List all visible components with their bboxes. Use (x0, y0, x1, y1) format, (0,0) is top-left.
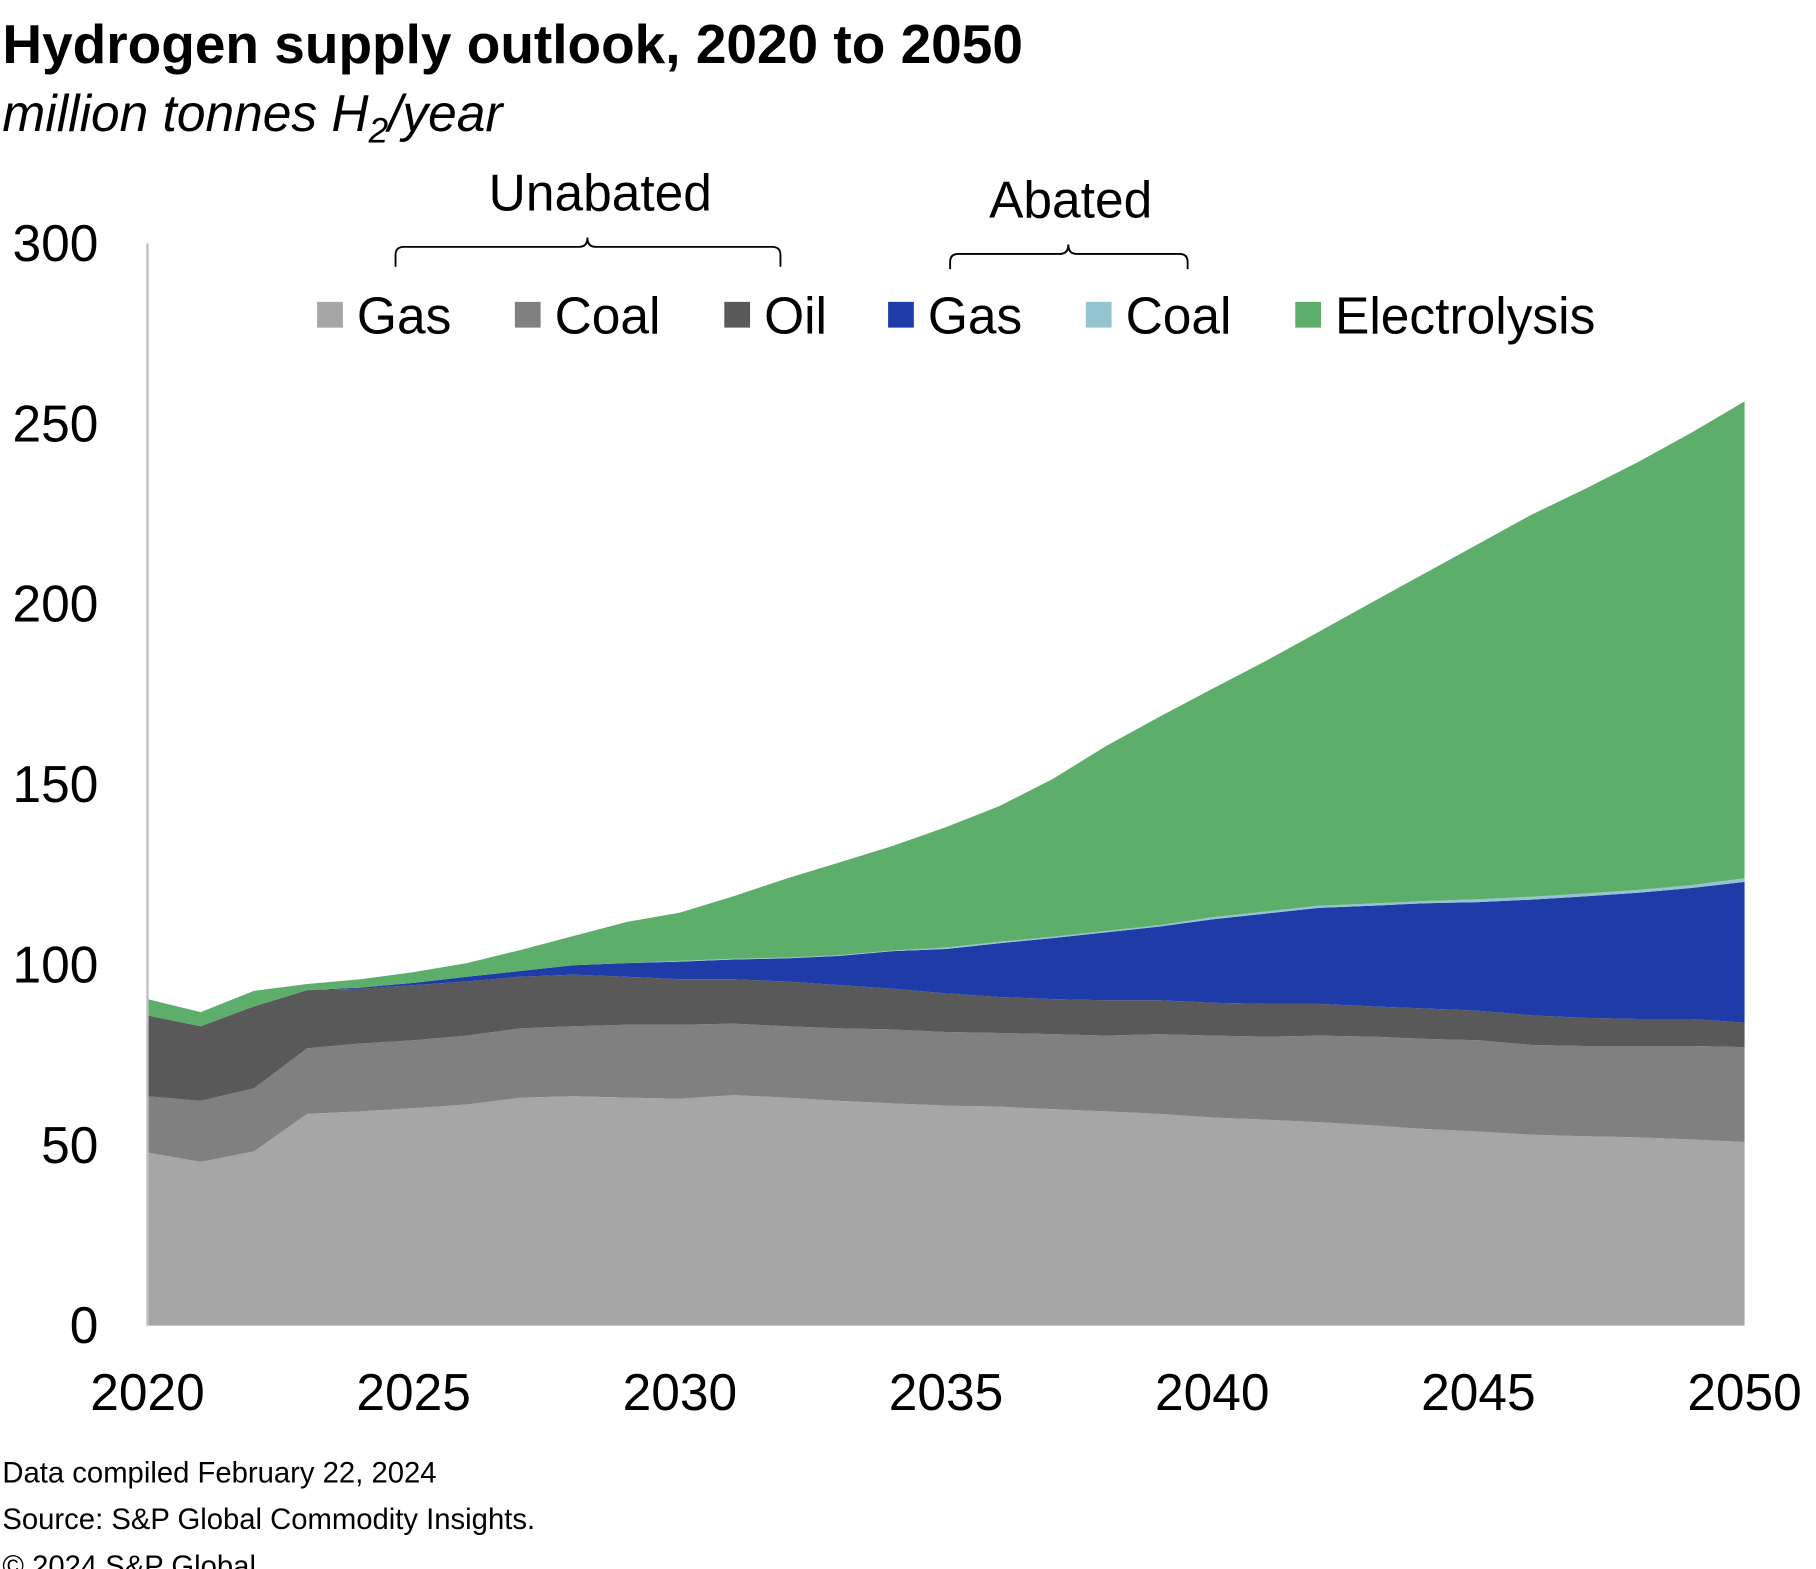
x-tick-label: 2050 (1687, 1363, 1801, 1421)
y-tick-label: 250 (12, 394, 98, 452)
legend-item-electrolysis: Electrolysis (1295, 286, 1595, 344)
x-tick-label: 2020 (90, 1363, 205, 1421)
x-tick-label: 2035 (889, 1363, 1004, 1421)
legend: Gas Coal Oil Gas Coal Electrolysis (317, 286, 1595, 344)
legend-item-unabated-oil: Oil (724, 286, 827, 344)
y-tick-label: 0 (70, 1296, 99, 1354)
legend-group-unabated: Unabated (489, 164, 712, 222)
svg-text:Electrolysis: Electrolysis (1335, 286, 1595, 344)
y-tick-label: 300 (12, 214, 98, 272)
svg-text:Gas: Gas (928, 286, 1022, 344)
legend-item-abated-coal: Coal (1085, 286, 1232, 344)
y-tick-label: 50 (41, 1116, 98, 1174)
area-unabated-coal (147, 1023, 1745, 1162)
y-tick-label: 100 (12, 935, 98, 993)
area-unabated-gas (147, 1095, 1745, 1326)
chart-subtitle: million tonnes H2/year (2, 84, 504, 151)
y-axis: 0 50 100 150 200 250 300 (12, 214, 98, 1354)
plot-area (147, 401, 1745, 1326)
x-tick-label: 2045 (1421, 1363, 1535, 1421)
legend-group-abated: Abated (989, 171, 1152, 229)
svg-text:Gas: Gas (357, 286, 451, 344)
legend-item-unabated-gas: Gas (317, 286, 451, 344)
bracket-unabated (394, 237, 782, 267)
bracket-abated (949, 244, 1189, 270)
x-tick-label: 2025 (356, 1363, 471, 1421)
svg-text:Coal: Coal (1126, 286, 1232, 344)
footer-copyright: © 2024 S&P Global. (2, 1551, 264, 1569)
area-abated-gas (147, 881, 1745, 1027)
y-tick-label: 150 (12, 755, 98, 813)
area-unabated-oil (147, 974, 1745, 1101)
footer-source: Source: S&P Global Commodity Insights. (2, 1504, 535, 1536)
svg-text:Oil: Oil (764, 286, 827, 344)
legend-item-abated-gas: Gas (888, 286, 1022, 344)
x-tick-label: 2040 (1155, 1363, 1270, 1421)
x-axis: 2020 2025 2030 2035 2040 2045 2050 (90, 1363, 1802, 1421)
area-electrolysis (147, 401, 1745, 1027)
y-tick-label: 200 (12, 575, 98, 633)
legend-item-unabated-coal: Coal (514, 286, 661, 344)
footer-compiled: Data compiled February 22, 2024 (2, 1457, 436, 1489)
chart-title: Hydrogen supply outlook, 2020 to 2050 (2, 13, 1023, 75)
svg-text:Coal: Coal (555, 286, 661, 344)
x-tick-label: 2030 (623, 1363, 738, 1421)
